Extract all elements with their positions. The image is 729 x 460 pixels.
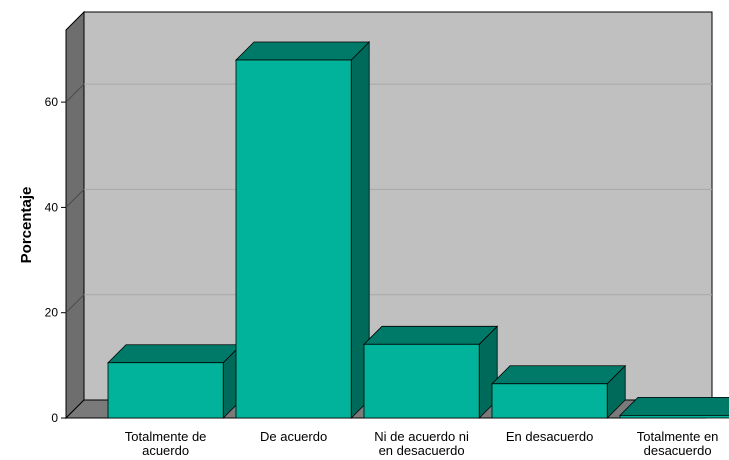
bar-front — [491, 383, 608, 419]
bar — [363, 325, 499, 419]
x-category-label: desacuerdo — [644, 443, 712, 458]
gridline-side — [65, 189, 85, 208]
bars — [107, 41, 729, 419]
bar-front — [363, 343, 480, 419]
gridline-side — [65, 83, 85, 103]
bar-front — [619, 414, 729, 419]
x-category-label: acuerdo — [142, 443, 189, 458]
y-tick-label: 40 — [45, 200, 59, 214]
bar-front — [235, 59, 352, 419]
bar-top — [107, 344, 243, 364]
bar — [107, 343, 243, 419]
y-tick-label: 0 — [51, 411, 58, 425]
gridlines — [65, 83, 712, 314]
bar-front — [107, 362, 224, 419]
x-category-label: Totalmente de — [125, 429, 207, 444]
bar — [235, 41, 371, 419]
left-wall — [65, 10, 85, 420]
y-axis-title: Porcentaje — [18, 187, 35, 264]
x-category-label: De acuerdo — [260, 429, 327, 444]
x-category-label: Ni de acuerdo ni — [374, 429, 469, 444]
x-category-label: en desacuerdo — [379, 443, 465, 458]
bar — [491, 364, 627, 419]
gridline-side — [65, 294, 85, 314]
x-category-label: Totalmente en — [637, 429, 719, 444]
x-category-label: En desacuerdo — [506, 429, 593, 444]
bar-top — [619, 396, 729, 416]
y-tick-label: 60 — [45, 95, 59, 109]
bar-top — [235, 41, 371, 61]
bar-top — [491, 365, 627, 385]
bar — [619, 396, 729, 419]
bar-top — [363, 325, 499, 345]
y-axis-ticks: 0 20 40 60 — [45, 95, 66, 425]
y-tick-label: 20 — [45, 306, 59, 320]
